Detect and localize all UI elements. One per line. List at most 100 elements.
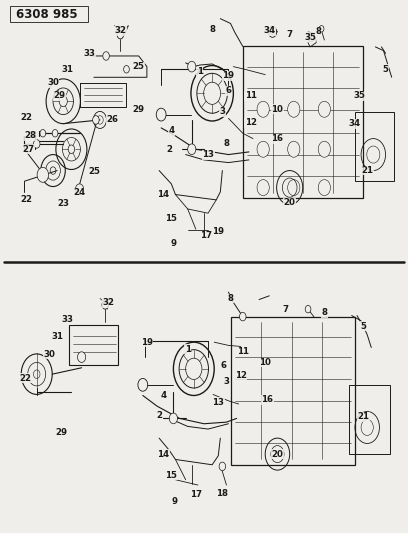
Circle shape: [75, 184, 84, 195]
Bar: [69, 325, 118, 365]
Text: 18: 18: [216, 489, 228, 497]
Circle shape: [257, 141, 269, 157]
Text: 22: 22: [19, 374, 31, 383]
Text: 26: 26: [106, 116, 118, 124]
Text: 8: 8: [224, 140, 229, 148]
Circle shape: [268, 27, 277, 37]
Bar: [243, 46, 363, 198]
Circle shape: [40, 130, 46, 137]
Text: 31: 31: [61, 65, 73, 74]
Text: 8: 8: [209, 25, 215, 34]
Circle shape: [319, 26, 324, 32]
Text: 8: 8: [228, 294, 233, 303]
Text: 13: 13: [202, 150, 214, 159]
Circle shape: [169, 413, 177, 424]
Text: 3: 3: [224, 377, 229, 385]
Circle shape: [288, 180, 300, 196]
Text: 15: 15: [165, 471, 177, 480]
Text: 27: 27: [22, 145, 35, 154]
Circle shape: [318, 180, 330, 196]
Text: 35: 35: [353, 92, 365, 100]
Text: 31: 31: [51, 333, 63, 341]
Text: 4: 4: [160, 391, 166, 400]
Text: 23: 23: [57, 199, 69, 208]
Text: 2: 2: [156, 411, 162, 420]
Text: 8: 8: [315, 28, 321, 36]
Text: 1: 1: [185, 345, 191, 353]
Circle shape: [219, 462, 226, 471]
Text: 11: 11: [245, 92, 257, 100]
Circle shape: [33, 140, 40, 148]
Text: 32: 32: [102, 298, 114, 307]
Bar: [10, 6, 88, 22]
Text: 15: 15: [165, 214, 177, 223]
Text: 10: 10: [259, 358, 271, 367]
Text: 10: 10: [271, 105, 284, 114]
Text: 7: 7: [286, 30, 293, 39]
Circle shape: [188, 144, 196, 155]
Circle shape: [318, 141, 330, 157]
Text: 28: 28: [24, 132, 37, 140]
Text: 12: 12: [235, 372, 247, 380]
Text: 21: 21: [357, 413, 369, 421]
Text: 6: 6: [221, 361, 226, 369]
Circle shape: [102, 301, 109, 309]
Text: 6308 985: 6308 985: [16, 8, 78, 21]
Text: 7: 7: [282, 305, 289, 313]
Text: 14: 14: [157, 190, 169, 199]
Text: 5: 5: [383, 65, 388, 74]
Text: 19: 19: [141, 338, 153, 346]
Text: 29: 29: [55, 429, 67, 437]
Text: 13: 13: [212, 398, 224, 407]
Circle shape: [37, 167, 49, 182]
Circle shape: [138, 378, 148, 391]
Text: 22: 22: [20, 196, 33, 204]
Circle shape: [78, 352, 86, 362]
Text: 16: 16: [261, 395, 273, 404]
Circle shape: [117, 30, 124, 39]
Circle shape: [188, 61, 196, 72]
Circle shape: [305, 305, 311, 313]
Text: 35: 35: [304, 33, 316, 42]
Text: 9: 9: [171, 239, 176, 248]
Circle shape: [93, 116, 99, 124]
Text: 34: 34: [263, 27, 275, 35]
Text: 20: 20: [284, 198, 296, 207]
Circle shape: [257, 101, 269, 117]
Circle shape: [239, 312, 246, 321]
Text: 22: 22: [20, 113, 33, 122]
Text: 17: 17: [190, 490, 202, 499]
Text: 5: 5: [360, 322, 366, 330]
Text: 24: 24: [73, 189, 86, 197]
Text: 11: 11: [237, 348, 249, 356]
Bar: [349, 385, 390, 454]
Bar: [355, 112, 394, 181]
Text: 9: 9: [172, 497, 177, 505]
Text: 2: 2: [166, 145, 172, 154]
Text: 1: 1: [197, 68, 203, 76]
Text: 16: 16: [271, 134, 284, 143]
Text: 12: 12: [245, 118, 257, 127]
Circle shape: [257, 180, 269, 196]
Text: 29: 29: [133, 105, 145, 114]
Text: 20: 20: [271, 450, 284, 458]
Circle shape: [288, 101, 300, 117]
Circle shape: [124, 66, 129, 73]
Circle shape: [308, 33, 314, 42]
Text: 19: 19: [212, 228, 224, 236]
Text: 25: 25: [88, 167, 100, 176]
Text: 17: 17: [200, 231, 212, 240]
Text: 6: 6: [226, 86, 231, 95]
Text: 34: 34: [349, 119, 361, 128]
Circle shape: [318, 101, 330, 117]
Text: 30: 30: [43, 350, 55, 359]
Bar: [231, 317, 355, 465]
Text: 19: 19: [222, 71, 235, 80]
Text: 8: 8: [322, 309, 327, 317]
Text: 33: 33: [61, 316, 73, 324]
Circle shape: [52, 130, 58, 137]
Circle shape: [103, 52, 109, 60]
Circle shape: [288, 141, 300, 157]
Text: 21: 21: [361, 166, 373, 175]
Text: 33: 33: [84, 49, 96, 58]
